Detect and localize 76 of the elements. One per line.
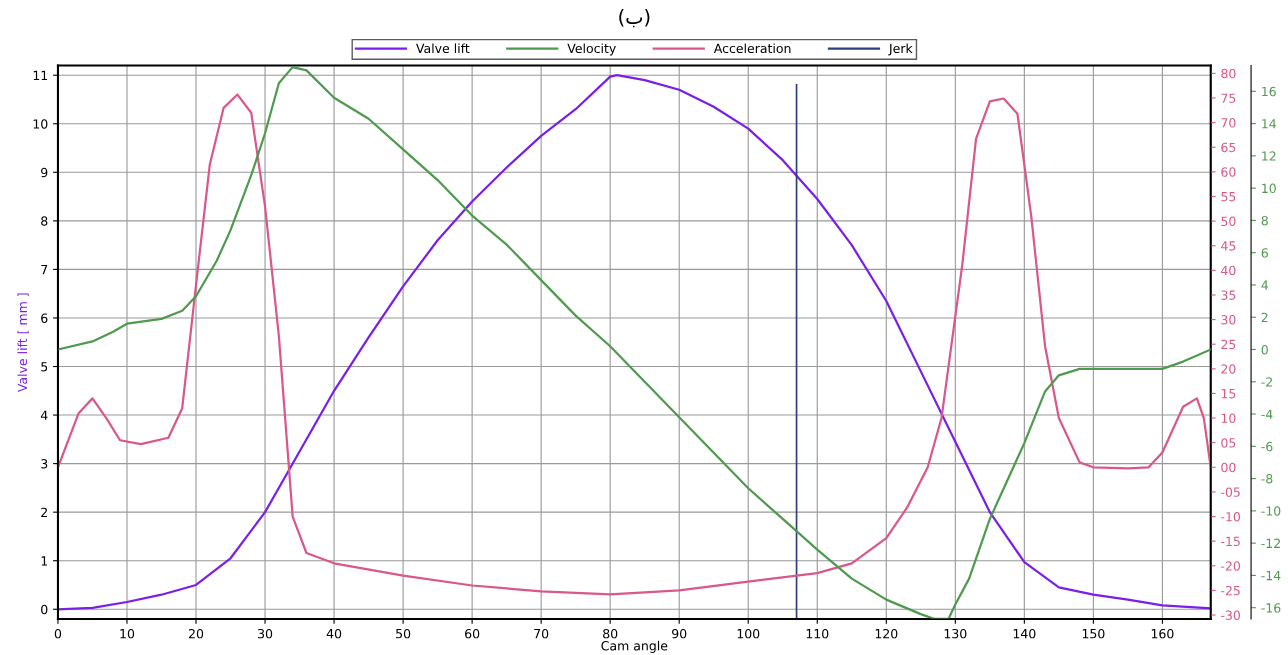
legend-label: Valve lift bbox=[416, 43, 470, 54]
y-tick-label: 9 bbox=[41, 167, 48, 178]
y2-tick-label: -15 bbox=[1221, 536, 1240, 547]
y-tick-label: 2 bbox=[41, 507, 47, 517]
y3-tick-label: -10 bbox=[1261, 506, 1281, 516]
y-tick-label: 11 bbox=[33, 70, 48, 80]
y3-tick-label: 10 bbox=[1262, 183, 1276, 194]
y2-tick-label: -05 bbox=[1221, 487, 1240, 497]
y-tick-label: 4 bbox=[40, 410, 48, 420]
x-tick-label: 120 bbox=[875, 628, 898, 639]
x-tick-label: 140 bbox=[1013, 628, 1036, 639]
y-tick-label: 7 bbox=[41, 265, 48, 275]
x-tick-label: 10 bbox=[120, 628, 135, 639]
y2-tick-label: 65 bbox=[1221, 142, 1236, 153]
y2-tick-label: 75 bbox=[1221, 93, 1236, 103]
x-tick-label: 50 bbox=[396, 628, 411, 639]
y3-tick-label: -8 bbox=[1261, 474, 1273, 484]
y2-tick-label: 45 bbox=[1221, 241, 1236, 251]
y2-tick-label: 80 bbox=[1221, 68, 1236, 79]
y3-tick-label: 2 bbox=[1261, 312, 1268, 322]
x-axis-title: Cam angle bbox=[601, 640, 668, 653]
x-tick-label: 20 bbox=[188, 628, 204, 639]
y-tick-label: 5 bbox=[41, 362, 48, 372]
y2-tick-label: 25 bbox=[1221, 339, 1236, 350]
y2-tick-label: 40 bbox=[1221, 265, 1236, 276]
y-tick-label: 8 bbox=[41, 216, 48, 226]
x-tick-label: 130 bbox=[944, 628, 967, 639]
y-tick-label: 1 bbox=[41, 556, 48, 566]
x-tick-label: 100 bbox=[737, 628, 760, 639]
y2-tick-label: 15 bbox=[1221, 389, 1236, 399]
y3-tick-label: -14 bbox=[1261, 571, 1281, 581]
legend-label: Velocity bbox=[567, 43, 616, 56]
y-axis-title: Valve lift [ mm ] bbox=[17, 293, 29, 393]
x-tick-label: 150 bbox=[1082, 628, 1105, 639]
y3-tick-label: -12 bbox=[1261, 538, 1280, 548]
y2-tick-label: 10 bbox=[1221, 413, 1236, 423]
y2-tick-label: 60 bbox=[1221, 167, 1236, 177]
y2-tick-label: 30 bbox=[1221, 315, 1236, 325]
y2-tick-label: -10 bbox=[1221, 512, 1241, 522]
y3-tick-label: -6 bbox=[1261, 441, 1273, 452]
x-tick-label: 60 bbox=[465, 628, 480, 639]
y2-tick-label: -20 bbox=[1221, 561, 1241, 571]
y3-tick-label: 4 bbox=[1261, 280, 1269, 290]
y-tick-label: 10 bbox=[33, 119, 48, 129]
y3-tick-label: -2 bbox=[1261, 377, 1272, 387]
y3-tick-label: 0 bbox=[1261, 344, 1268, 355]
y2-tick-label: 70 bbox=[1221, 118, 1236, 128]
y3-tick-label: 16 bbox=[1262, 86, 1276, 97]
x-tick-label: 80 bbox=[603, 628, 618, 639]
y-tick-label: 0 bbox=[41, 604, 48, 615]
x-tick-label: 40 bbox=[326, 628, 342, 639]
y3-tick-label: -16 bbox=[1261, 603, 1281, 613]
x-tick-label: 110 bbox=[806, 628, 829, 639]
y2-tick-label: 05 bbox=[1221, 438, 1236, 448]
x-tick-label: 0 bbox=[54, 628, 62, 639]
y2-tick-label: 00 bbox=[1221, 462, 1236, 473]
y-tick-label: 3 bbox=[41, 459, 48, 469]
y3-tick-label: 8 bbox=[1261, 215, 1268, 226]
y3-tick-label: 6 bbox=[1261, 248, 1268, 258]
y2-tick-label: 20 bbox=[1221, 364, 1236, 374]
y2-tick-label: -30 bbox=[1221, 610, 1241, 620]
chart-title: (ب) bbox=[619, 9, 650, 28]
y2-tick-label: 35 bbox=[1221, 290, 1236, 300]
legend-label: Jerk bbox=[888, 43, 913, 56]
y-tick-label: 6 bbox=[41, 313, 48, 323]
x-tick-label: 90 bbox=[672, 628, 687, 639]
y3-tick-label: 12 bbox=[1262, 151, 1276, 161]
legend-label: Acceleration bbox=[713, 43, 791, 54]
x-tick-label: 160 bbox=[1151, 628, 1174, 639]
y3-tick-label: 14 bbox=[1262, 119, 1276, 129]
x-tick-label: 30 bbox=[258, 628, 273, 639]
y2-tick-label: 55 bbox=[1221, 192, 1236, 202]
y2-tick-label: -25 bbox=[1221, 585, 1240, 596]
y2-tick-label: 50 bbox=[1221, 216, 1236, 227]
y3-tick-label: -4 bbox=[1261, 409, 1273, 419]
x-tick-label: 70 bbox=[534, 628, 549, 639]
